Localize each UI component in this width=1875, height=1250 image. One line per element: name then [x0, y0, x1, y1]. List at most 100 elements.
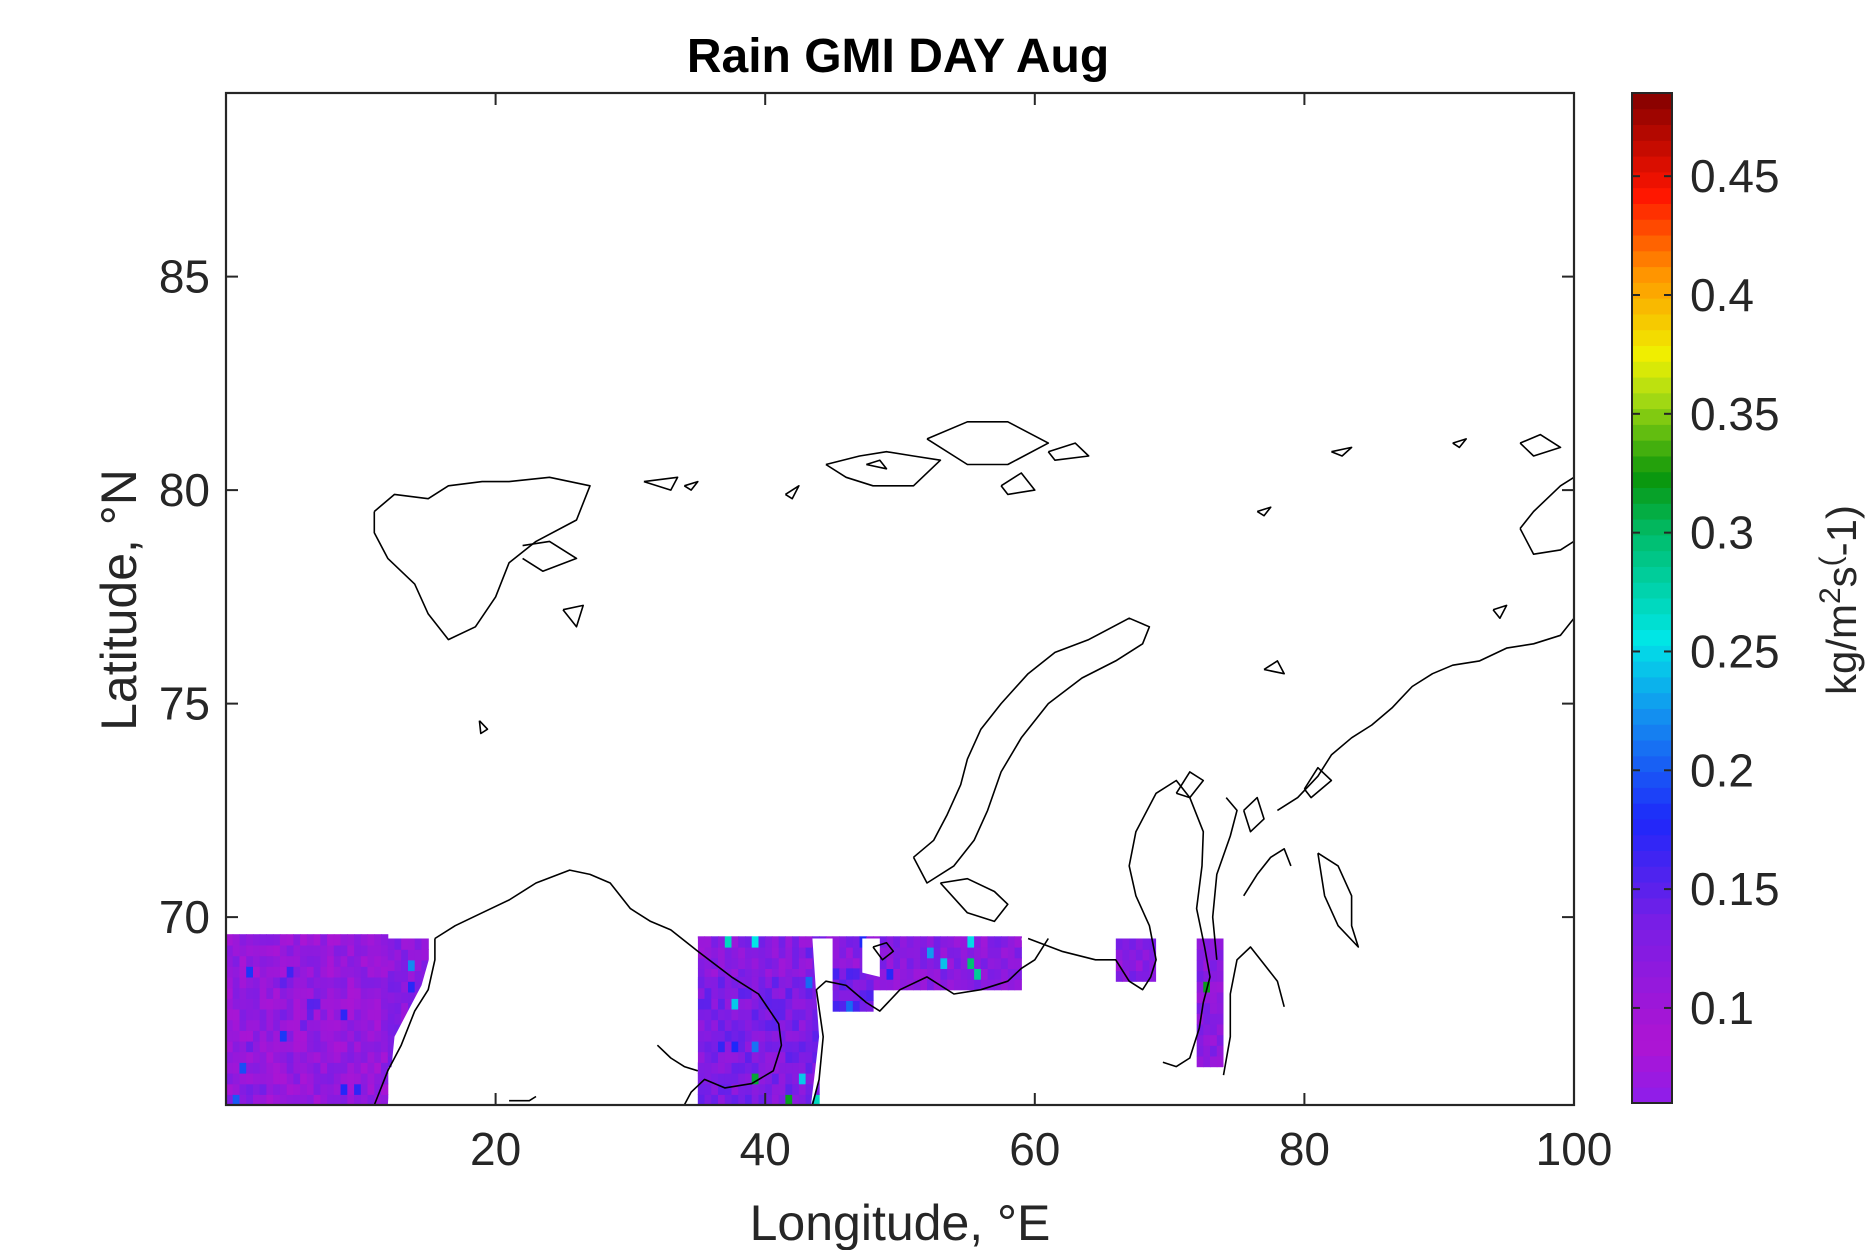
rain-cell — [832, 968, 840, 980]
rain-cell — [340, 1094, 348, 1105]
rain-cell — [313, 934, 321, 946]
rain-cell — [960, 947, 968, 959]
rain-cell — [731, 1051, 739, 1063]
rain-cell — [711, 987, 719, 999]
rain-cell — [812, 998, 820, 1010]
coastline — [872, 941, 895, 961]
rain-cell — [246, 1062, 254, 1074]
coastline — [1242, 796, 1265, 833]
colorbar-swatch — [1632, 787, 1672, 804]
rain-cell — [320, 1062, 328, 1074]
colorbar-tick-label: 0.4 — [1690, 269, 1754, 321]
rain-cell — [980, 936, 989, 948]
rain-cell — [724, 1062, 733, 1074]
rain-cell — [1014, 979, 1022, 991]
rain-cell — [798, 998, 807, 1010]
rain-cell — [711, 1094, 719, 1105]
rain-cell — [927, 957, 935, 969]
rain-cell — [731, 1073, 739, 1085]
rain-cell — [306, 955, 315, 967]
rain-cell — [239, 1094, 247, 1105]
rain-cell — [893, 979, 901, 991]
rain-cell — [974, 947, 982, 959]
rain-cell — [232, 998, 240, 1010]
rain-cell — [927, 968, 935, 980]
colorbar-swatch — [1632, 692, 1672, 709]
rain-cell — [798, 987, 807, 999]
rain-cell — [293, 1062, 301, 1074]
rain-cell — [839, 968, 847, 980]
rain-cell — [259, 1051, 267, 1063]
rain-cell — [846, 1000, 854, 1012]
rain-cell — [771, 1073, 780, 1085]
rain-cell — [778, 1030, 786, 1042]
rain-cell — [1115, 949, 1123, 961]
rain-cell — [293, 1008, 301, 1021]
rain-cell — [226, 1019, 234, 1031]
rain-cell — [745, 957, 753, 969]
colorbar-swatch — [1632, 834, 1672, 851]
rain-cell — [347, 1008, 355, 1021]
rain-cell — [1210, 1034, 1218, 1046]
rain-cell — [886, 947, 894, 959]
coastline — [1211, 797, 1238, 960]
rain-cell — [711, 1051, 719, 1063]
rain-cell — [738, 1030, 746, 1042]
rain-cell — [374, 955, 382, 967]
rain-cell — [239, 987, 247, 999]
rain-cell — [846, 968, 854, 980]
rain-cell — [718, 1040, 726, 1053]
rain-cell — [232, 1073, 240, 1085]
coastline — [912, 617, 1151, 884]
rain-cell — [771, 1062, 780, 1074]
rain-cell — [758, 1062, 766, 1074]
rain-cell — [333, 1030, 342, 1042]
rain-cell — [704, 976, 712, 989]
rain-cell — [259, 1030, 267, 1042]
rain-cell — [327, 1083, 335, 1095]
rain-cell — [253, 976, 261, 989]
rain-cell — [745, 1008, 753, 1021]
colorbar-swatch — [1632, 771, 1672, 788]
rain-cell — [354, 1040, 362, 1053]
rain-cell — [340, 1030, 348, 1042]
rain-cell — [273, 1030, 281, 1042]
rain-cell — [1142, 938, 1150, 950]
rain-cell — [286, 1030, 294, 1042]
rain-cell — [286, 966, 294, 978]
rain-cell — [354, 987, 362, 999]
colorbar-label: kg/m2s(-1) — [1814, 505, 1866, 695]
colorbar-swatch — [1632, 803, 1672, 820]
rain-cell — [1135, 938, 1144, 950]
rain-cell — [374, 1008, 382, 1021]
rain-cell — [340, 944, 348, 957]
rain-cell — [846, 979, 854, 991]
rain-cell — [805, 1051, 813, 1063]
rain-cell — [1216, 959, 1225, 972]
rain-cell — [246, 1040, 254, 1053]
rain-cell — [927, 936, 935, 948]
colorbar-swatch — [1632, 377, 1672, 394]
rain-cell — [987, 947, 995, 959]
rain-cell — [920, 968, 928, 980]
rain-cell — [253, 966, 261, 978]
rain-cell — [711, 1062, 719, 1074]
rain-cell — [293, 955, 301, 967]
rain-cell — [785, 1083, 793, 1095]
rain-cell — [273, 1008, 281, 1021]
rain-cell — [798, 936, 807, 948]
rain-cell — [751, 1008, 759, 1021]
rain-cell — [778, 957, 786, 969]
rain-cell — [306, 1051, 315, 1063]
rain-cell — [226, 987, 234, 999]
rain-cell — [893, 947, 901, 959]
rain-cell — [333, 998, 342, 1010]
rain-cell — [374, 1073, 382, 1085]
y-tick-label: 70 — [159, 891, 210, 943]
rain-cell — [1014, 968, 1022, 980]
rain-cell — [327, 1051, 335, 1063]
rain-cell — [805, 1083, 813, 1095]
coastline — [866, 459, 888, 470]
rain-cell — [360, 1040, 369, 1053]
